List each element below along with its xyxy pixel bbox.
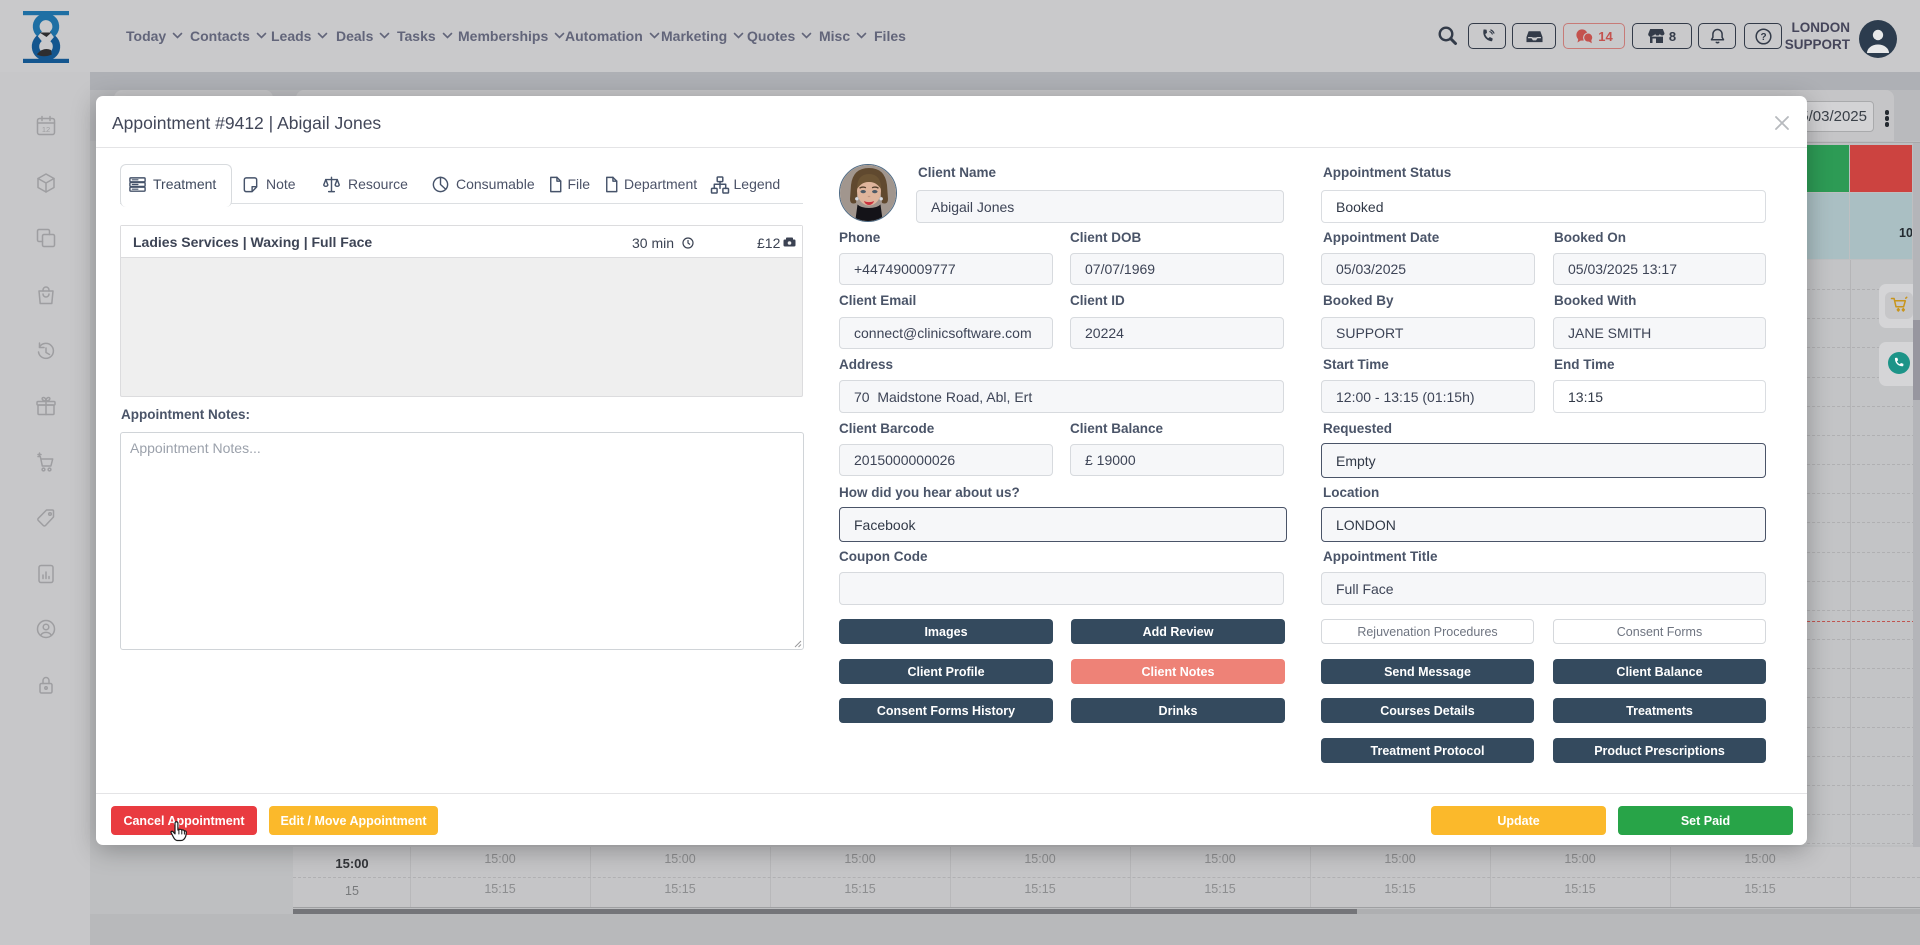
svg-text:12: 12 [42, 125, 50, 134]
svg-text:?: ? [1760, 32, 1766, 43]
